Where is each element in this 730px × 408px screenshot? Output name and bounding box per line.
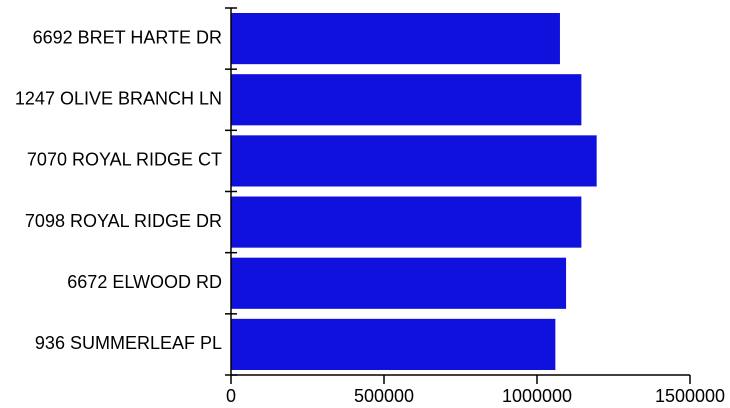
category-label: 936 SUMMERLEAF PL	[35, 333, 222, 353]
bars-group	[231, 13, 597, 370]
axes-group	[225, 7, 691, 384]
category-label: 6692 BRET HARTE DR	[33, 27, 222, 47]
category-label: 7098 ROYAL RIDGE DR	[25, 211, 222, 231]
x-tick-label: 1500000	[655, 386, 725, 406]
category-label: 1247 OLIVE BRANCH LN	[15, 89, 222, 109]
bar	[231, 135, 597, 187]
x-tick-label: 0	[226, 386, 236, 406]
category-label: 6672 ELWOOD RD	[67, 272, 222, 292]
bar	[231, 13, 560, 65]
bar	[231, 196, 582, 248]
labels-group: 6692 BRET HARTE DR 1247 OLIVE BRANCH LN 70…	[15, 27, 725, 406]
category-label: 7070 ROYAL RIDGE CT	[27, 150, 222, 170]
x-tick-label: 1000000	[502, 386, 572, 406]
bar	[231, 257, 567, 309]
bar	[231, 74, 582, 126]
bar	[231, 318, 556, 370]
x-tick-label: 500000	[354, 386, 414, 406]
